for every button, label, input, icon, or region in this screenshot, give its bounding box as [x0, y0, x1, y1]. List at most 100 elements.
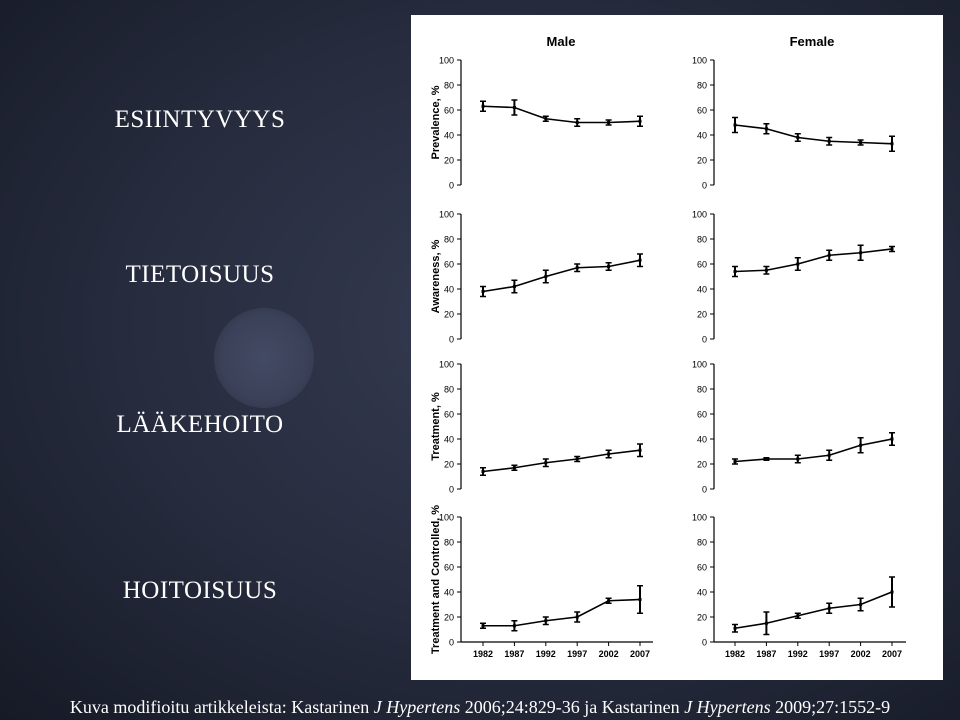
caption-prefix: Kuva modifioitu artikkeleista: Kastarine…: [69, 697, 374, 717]
data-point-awareness-female-1982: [733, 270, 737, 273]
data-point-prevalence-female-1997: [827, 139, 831, 143]
y-tick-label-awareness-male-20: 20: [444, 310, 454, 320]
y-tick-label-prevalence-female-60: 60: [697, 106, 707, 116]
y-tick-label-treatment-male-0: 0: [449, 485, 454, 495]
chart-panel: Male Female Prevalence, % Awareness, % Treat…: [411, 15, 943, 680]
data-point-treatment-male-1982: [481, 470, 485, 473]
x-tick-label-male-2007: 2007: [630, 649, 650, 659]
y-tick-label-prevalence-female-100: 100: [692, 56, 707, 66]
x-tick-label-male-1997: 1997: [567, 649, 587, 659]
data-point-prevalence-female-2002: [859, 141, 863, 144]
y-tick-label-awareness-female-40: 40: [697, 285, 707, 295]
y-tick-label-awareness-male-100: 100: [439, 210, 454, 220]
x-tick-label-male-2002: 2002: [599, 649, 619, 659]
x-tick-label-male-1987: 1987: [504, 649, 524, 659]
data-point-awareness-female-1992: [796, 262, 800, 266]
data-point-treatment-female-2002: [859, 443, 863, 447]
data-point-awareness-female-1987: [764, 268, 768, 272]
y-tick-label-treatment-and-controlled-male-60: 60: [444, 563, 454, 573]
y-tick-label-treatment-and-controlled-male-0: 0: [449, 638, 454, 648]
y-axis-title-awareness: Awareness, %: [430, 239, 442, 313]
y-tick-label-treatment-female-100: 100: [692, 360, 707, 370]
y-tick-label-treatment-and-controlled-female-80: 80: [697, 538, 707, 548]
label-prevalence: ESIINTYVYYS: [114, 106, 286, 133]
data-point-treatment-and-controlled-male-1992: [544, 619, 548, 623]
data-point-awareness-female-1997: [827, 253, 831, 257]
data-point-treatment-and-controlled-female-2007: [890, 590, 894, 594]
y-tick-label-treatment-female-0: 0: [702, 485, 707, 495]
label-treatment: LÄÄKEHOITO: [116, 411, 284, 438]
data-point-awareness-male-1997: [575, 266, 579, 270]
column-header-female: Female: [790, 34, 835, 49]
y-tick-label-prevalence-male-80: 80: [444, 81, 454, 91]
y-tick-label-treatment-male-20: 20: [444, 460, 454, 470]
y-tick-label-prevalence-female-0: 0: [702, 181, 707, 191]
y-tick-label-treatment-and-controlled-female-20: 20: [697, 613, 707, 623]
y-tick-label-treatment-female-60: 60: [697, 410, 707, 420]
y-tick-label-awareness-female-20: 20: [697, 310, 707, 320]
y-tick-label-awareness-male-40: 40: [444, 285, 454, 295]
data-point-awareness-male-1992: [544, 275, 548, 278]
data-point-awareness-male-1982: [481, 290, 485, 293]
y-tick-label-treatment-male-60: 60: [444, 410, 454, 420]
data-point-awareness-male-1987: [512, 285, 516, 288]
y-tick-label-treatment-and-controlled-male-100: 100: [439, 513, 454, 523]
data-point-treatment-and-controlled-male-1982: [481, 624, 485, 628]
data-point-awareness-female-2007: [890, 247, 894, 251]
label-awareness: TIETOISUUS: [125, 261, 275, 288]
x-tick-label-male-1982: 1982: [473, 649, 493, 659]
y-tick-label-treatment-female-20: 20: [697, 460, 707, 470]
data-point-treatment-female-1982: [733, 460, 737, 463]
y-tick-label-prevalence-female-20: 20: [697, 156, 707, 166]
y-tick-label-prevalence-female-40: 40: [697, 131, 707, 141]
y-tick-label-awareness-male-60: 60: [444, 260, 454, 270]
data-point-treatment-and-controlled-male-1987: [512, 624, 516, 628]
y-tick-label-treatment-female-80: 80: [697, 385, 707, 395]
y-tick-label-awareness-female-100: 100: [692, 210, 707, 220]
series-line-treatment-and-controlled-female: [734, 591, 893, 630]
y-tick-label-prevalence-female-80: 80: [697, 81, 707, 91]
y-tick-label-treatment-and-controlled-female-60: 60: [697, 563, 707, 573]
data-point-treatment-male-1997: [575, 457, 579, 461]
series-line-awareness-male: [482, 259, 641, 293]
caption: Kuva modifioitu artikkeleista: Kastarine…: [0, 697, 960, 718]
data-point-treatment-and-controlled-female-1997: [827, 606, 831, 610]
data-point-treatment-and-controlled-male-1997: [575, 615, 579, 619]
y-tick-label-treatment-male-80: 80: [444, 385, 454, 395]
y-tick-label-treatment-and-controlled-male-20: 20: [444, 613, 454, 623]
y-tick-label-treatment-male-100: 100: [439, 360, 454, 370]
data-point-prevalence-female-1982: [733, 123, 737, 127]
y-tick-label-awareness-male-0: 0: [449, 335, 454, 345]
caption-ref-1: 2006;24:829-36 ja Kastarinen: [460, 697, 685, 717]
x-tick-label-female-2002: 2002: [851, 649, 871, 659]
data-point-prevalence-male-2007: [638, 119, 642, 123]
y-tick-label-prevalence-male-100: 100: [439, 56, 454, 66]
y-tick-label-treatment-and-controlled-male-80: 80: [444, 538, 454, 548]
x-tick-label-male-1992: 1992: [536, 649, 556, 659]
data-point-treatment-female-1992: [796, 457, 800, 461]
data-point-treatment-male-1987: [512, 466, 516, 470]
data-point-treatment-and-controlled-female-1987: [764, 621, 768, 625]
data-point-treatment-female-1987: [764, 457, 768, 461]
x-tick-label-female-1987: 1987: [756, 649, 776, 659]
y-tick-label-prevalence-male-60: 60: [444, 106, 454, 116]
data-point-prevalence-male-1997: [575, 121, 579, 124]
column-header-male: Male: [547, 34, 576, 49]
series-line-treatment-male: [482, 449, 641, 473]
y-axis-title-treatment-and-controlled: Treatment and Controlled, %: [430, 505, 442, 654]
y-tick-label-treatment-female-40: 40: [697, 435, 707, 445]
y-tick-label-prevalence-male-0: 0: [449, 181, 454, 191]
x-tick-label-female-1997: 1997: [819, 649, 839, 659]
data-point-treatment-female-1997: [827, 453, 831, 457]
data-point-treatment-and-controlled-male-2007: [638, 598, 642, 601]
y-tick-label-awareness-male-80: 80: [444, 235, 454, 245]
series-line-prevalence-female: [734, 124, 893, 145]
series-line-treatment-female: [734, 438, 893, 463]
x-tick-label-female-1982: 1982: [725, 649, 745, 659]
y-tick-label-treatment-male-40: 40: [444, 435, 454, 445]
caption-journal-1: J Hypertens: [373, 697, 461, 717]
data-point-treatment-and-controlled-male-2002: [607, 599, 611, 603]
y-tick-label-awareness-female-0: 0: [702, 335, 707, 345]
y-axis-title-prevalence: Prevalence, %: [430, 85, 442, 159]
chart-grid-svg: Male Female Prevalence, % Awareness, % Treat…: [430, 34, 906, 659]
